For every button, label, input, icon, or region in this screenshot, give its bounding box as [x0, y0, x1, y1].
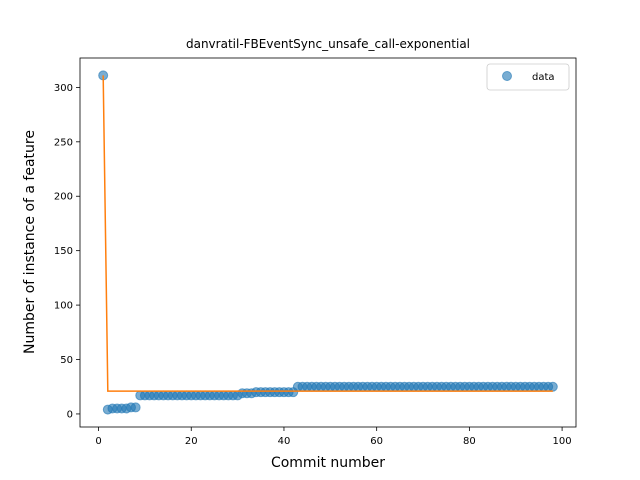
legend-box: [486, 63, 570, 91]
x-tick-label: 60: [370, 436, 383, 447]
y-tick-label: 150: [54, 246, 73, 257]
x-axis-ticks: 0 20 40 60 80 100: [95, 427, 572, 447]
y-tick-label: 50: [60, 355, 73, 366]
x-tick-label: 80: [463, 436, 476, 447]
x-tick-label: 40: [278, 436, 291, 447]
data-point: [130, 402, 141, 413]
plot-marks: [98, 70, 558, 415]
x-tick-label: 0: [95, 436, 101, 447]
y-tick-label: 100: [54, 301, 73, 312]
chart-title: danvratil-FBEventSync_unsafe_call-expone…: [186, 37, 470, 51]
legend-marker-data: [502, 71, 512, 81]
y-tick-label: 300: [54, 83, 73, 94]
y-axis-ticks: 0 50 100 150 200 250 300: [54, 83, 80, 420]
x-axis-label: Commit number: [271, 455, 385, 471]
axes-frame: [79, 57, 577, 428]
x-tick-label: 100: [553, 436, 572, 447]
legend-label-data: data: [532, 72, 555, 83]
y-tick-label: 0: [67, 409, 73, 420]
data-point: [547, 381, 558, 392]
y-tick-label: 250: [54, 137, 73, 148]
y-axis-label: Number of instance of a feature: [22, 130, 38, 354]
legend: data: [486, 63, 570, 91]
fit-line: [102, 75, 553, 392]
y-tick-label: 200: [54, 192, 73, 203]
x-tick-label: 20: [185, 436, 198, 447]
